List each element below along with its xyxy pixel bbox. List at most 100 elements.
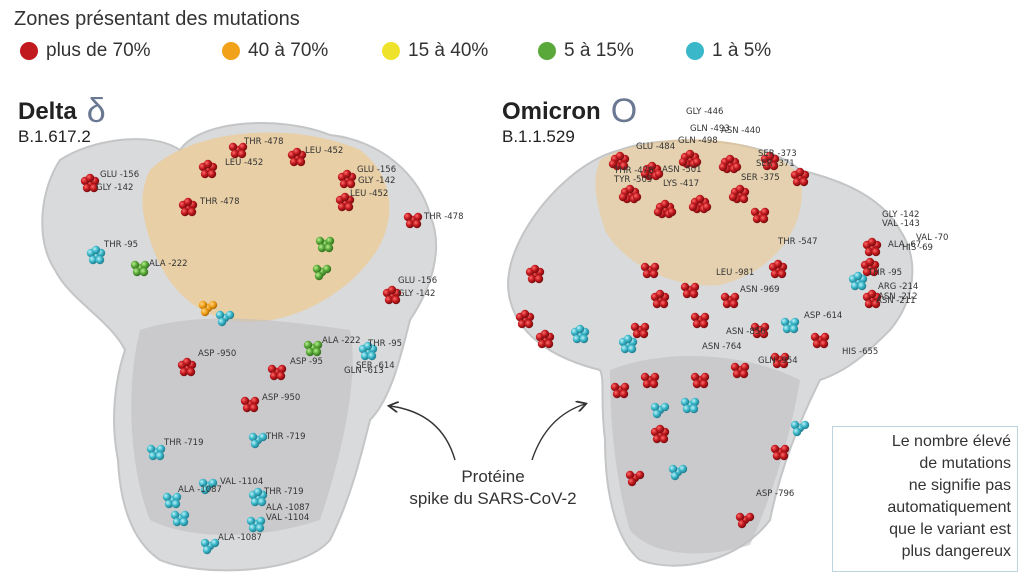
- mutation-cluster: [699, 379, 709, 389]
- mutation-cluster: [867, 289, 877, 299]
- mutation-cluster: [812, 339, 822, 349]
- mutation-cluster: [85, 173, 95, 183]
- mutation-cluster: [186, 367, 196, 377]
- mutation-cluster: [257, 497, 267, 507]
- mutation-cluster: [155, 451, 165, 461]
- mutation-cluster: [729, 299, 739, 309]
- residue-label: ALA -1087: [178, 485, 222, 495]
- residue-label: THR -478: [243, 137, 283, 147]
- mutation-cluster: [690, 312, 700, 322]
- mutation-cluster: [630, 322, 640, 332]
- mutation-cluster: [520, 309, 530, 319]
- mutation-cluster: [780, 352, 790, 362]
- mutation-cluster: [871, 247, 881, 257]
- mutation-cluster: [618, 192, 628, 202]
- mutation-cluster: [652, 409, 662, 419]
- mutation-cluster: [269, 371, 279, 381]
- mutation-cluster: [690, 372, 700, 382]
- mutation-cluster: [640, 169, 650, 179]
- mutation-cluster: [625, 470, 635, 480]
- mutation-cluster: [217, 317, 227, 327]
- residue-label: GLY -142: [96, 183, 133, 193]
- mutation-cluster: [172, 492, 182, 502]
- mutation-cluster: [692, 319, 702, 329]
- legend-item-yellow: 15 à 40%: [382, 40, 488, 62]
- residue-label: SER -614: [356, 361, 395, 371]
- residue-label: ASN -969: [740, 285, 780, 295]
- mutation-cluster: [789, 324, 799, 334]
- mutation-cluster: [610, 382, 620, 392]
- mutation-cluster: [762, 161, 772, 171]
- mutation-cluster: [312, 347, 322, 357]
- mutation-cluster: [759, 214, 769, 224]
- mutation-cluster: [695, 194, 705, 204]
- mutation-cluster: [732, 162, 742, 172]
- mutation-cluster: [250, 439, 260, 449]
- mutation-cluster: [639, 329, 649, 339]
- mutation-cluster: [537, 339, 547, 349]
- mutation-cluster: [313, 340, 323, 350]
- legend-title: Zones présentant des mutations: [14, 8, 300, 30]
- mutation-cluster: [517, 319, 527, 329]
- omicron-title: Omicron O: [502, 92, 638, 130]
- mutation-cluster: [864, 299, 874, 309]
- mutation-cluster: [625, 184, 635, 194]
- mutation-cluster: [544, 339, 554, 349]
- mutation-cluster: [342, 169, 352, 179]
- mutation-cluster: [792, 427, 802, 437]
- mutation-cluster: [689, 404, 699, 414]
- mutation-cluster: [700, 372, 710, 382]
- mutation-cluster: [180, 510, 190, 520]
- residue-label: THR -547: [777, 237, 817, 247]
- mutation-cluster: [642, 379, 652, 389]
- mutation-cluster: [692, 379, 702, 389]
- residue-label: ALA -1087: [266, 503, 310, 513]
- delta-lineage: B.1.617.2: [18, 127, 91, 146]
- mutation-cluster: [608, 159, 618, 169]
- mutation-cluster: [360, 351, 370, 361]
- mutation-cluster: [171, 499, 181, 509]
- mutation-cluster: [750, 322, 760, 332]
- mutation-cluster: [305, 347, 315, 357]
- residue-label: ASP -614: [804, 311, 842, 321]
- residue-label: LYS -417: [663, 179, 699, 189]
- mutation-cluster: [682, 289, 692, 299]
- mutation-cluster: [680, 397, 690, 407]
- mutation-cluster: [770, 444, 780, 454]
- mutation-cluster: [179, 367, 189, 377]
- residue-label: ASP -950: [198, 349, 236, 359]
- mutation-cluster: [735, 184, 745, 194]
- mutation-cluster: [720, 292, 730, 302]
- mutation-cluster: [200, 169, 210, 179]
- mutation-cluster: [405, 219, 415, 229]
- mutation-cluster: [627, 344, 637, 354]
- mutation-cluster: [769, 161, 779, 171]
- residue-label: THR -95: [867, 268, 902, 278]
- mutation-cluster: [649, 379, 659, 389]
- mutation-cluster: [387, 285, 397, 295]
- mutation-cluster: [200, 538, 210, 548]
- residue-label: VAL -1104: [220, 477, 263, 487]
- mutation-cluster: [750, 207, 760, 217]
- mutation-cluster: [627, 477, 637, 487]
- mutation-cluster: [203, 159, 213, 169]
- residue-label: HIS -69: [902, 243, 933, 253]
- mutation-cluster: [867, 237, 877, 247]
- mutation-cluster: [312, 264, 322, 274]
- mutation-cluster: [403, 212, 413, 222]
- residue-label: ASN -764: [702, 342, 742, 352]
- residue-label: THR -719: [265, 432, 305, 442]
- mutation-cluster: [240, 396, 250, 406]
- legend: plus de 70% 40 à 70% 15 à 40% 5 à 15% 1 …: [0, 40, 1024, 66]
- mutation-cluster: [790, 420, 800, 430]
- mutation-cluster: [725, 154, 735, 164]
- mutation-cluster: [777, 269, 787, 279]
- mutation-cluster: [760, 207, 770, 217]
- mutation-cluster: [146, 444, 156, 454]
- mutation-cluster: [770, 352, 780, 362]
- mutation-cluster: [534, 274, 544, 284]
- mutation-cluster: [690, 397, 700, 407]
- mutation-cluster: [640, 372, 650, 382]
- delta-symbol-icon: δ: [86, 92, 106, 130]
